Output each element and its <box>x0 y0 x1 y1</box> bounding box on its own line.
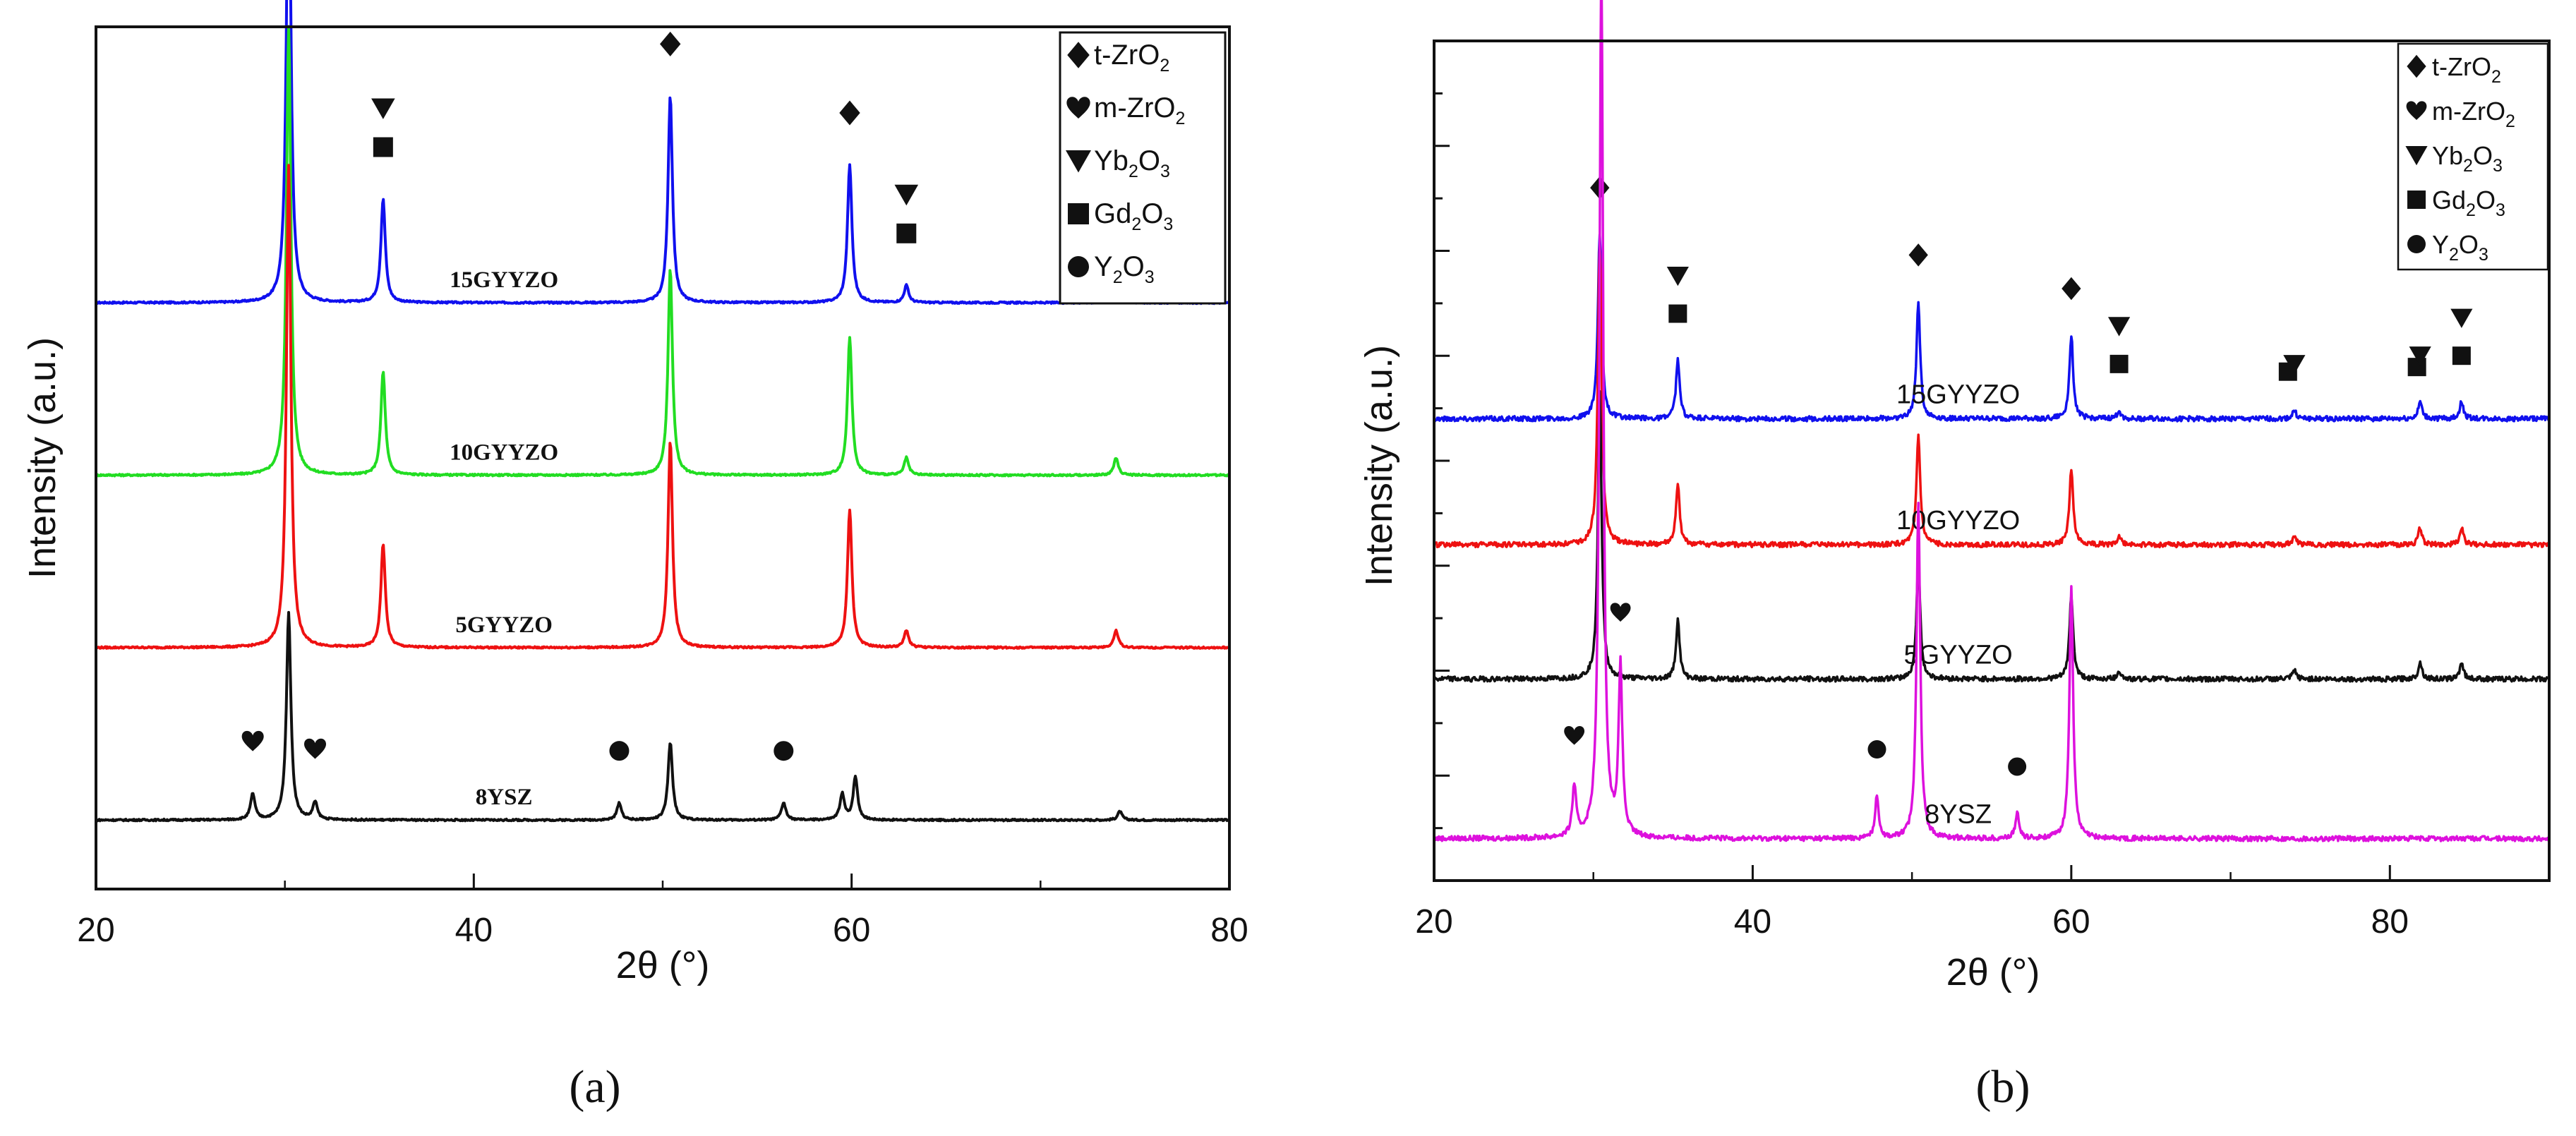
panel-b-label: (b) <box>1976 1061 2030 1113</box>
panel-a-x-tick-label: 60 <box>833 912 870 949</box>
panel-a-series-label-8YSZ: 8YSZ <box>476 785 533 810</box>
panel-a-circle-marker <box>774 741 794 761</box>
panel-b-circle-marker <box>1867 740 1886 759</box>
panel-b-diamond-marker <box>2062 277 2081 301</box>
panel-b-series-15GYYZO-line <box>1433 233 2551 423</box>
panel-b-series-5GYYZO-line <box>1433 389 2550 683</box>
panel-a-legend-entry: Yb2O3 <box>1094 145 1170 181</box>
panel-b-x-axis-title: 2θ (°) <box>1946 951 2040 993</box>
panel-b: 15GYYZO 10GYYZO 5GYYZO 8YSZ 20 40 60 80 Intens… <box>1358 0 2551 1113</box>
panel-b-x-tick-label: 60 <box>2052 903 2090 941</box>
panel-b-series-label-8YSZ: 8YSZ <box>1925 800 1992 830</box>
panel-a-diamond-marker <box>839 100 860 126</box>
panel-b-x-tick-label: 80 <box>2371 903 2409 941</box>
panel-b-legend-entry: Yb2O3 <box>2432 141 2503 176</box>
panel-b-legend-entry: Gd2O3 <box>2432 186 2505 220</box>
panel-a-legend-entry: m-ZrO2 <box>1094 92 1185 128</box>
panel-b-legend-triangle-down-icon <box>2405 146 2428 166</box>
panel-a-legend-diamond-icon <box>1067 42 1090 68</box>
panel-b-heart-marker <box>1564 725 1585 745</box>
panel-a-legend-heart-icon <box>1066 97 1090 119</box>
panel-a-series-10GYYZO-line <box>95 25 1231 478</box>
panel-a-series-8YSZ-line <box>95 610 1231 823</box>
panel-b-heart-marker <box>1610 603 1631 622</box>
panel-a-x-tick-label: 20 <box>77 912 114 949</box>
panel-b-triangle-down-marker <box>2283 355 2306 375</box>
panel-b-legend-entry: Y2O3 <box>2432 230 2488 265</box>
panel-a-legend-entry: Gd2O3 <box>1094 198 1173 234</box>
panel-a-legend-box <box>1059 31 1227 305</box>
panel-b-series-10GYYZO-line <box>1433 242 2551 549</box>
panel-a-diamond-marker <box>660 31 681 56</box>
panel-a: 15GYYZO 10GYYZO 5GYYZO 8YSZ 20 40 60 80 Intens… <box>21 0 1248 1113</box>
panel-b-legend-heart-icon <box>2406 101 2427 120</box>
panel-a-x-tick-label: 80 <box>1210 912 1248 949</box>
panel-a-legend-circle-icon <box>1068 256 1089 277</box>
panel-b-triangle-down-marker <box>2450 308 2473 328</box>
panel-b-series-8YSZ-line <box>1433 0 2551 842</box>
panel-b-circle-marker <box>2008 757 2027 776</box>
panel-a-series-5GYYZO-line <box>95 164 1230 650</box>
panel-b-x-tick-label: 20 <box>1415 903 1452 941</box>
panel-a-x-ticks: 20 40 60 80 <box>77 874 1248 949</box>
panel-b-legend-diamond-icon <box>2407 54 2426 78</box>
panel-b-legend-entry: t-ZrO2 <box>2432 52 2501 87</box>
panel-a-square-marker <box>373 137 393 157</box>
panel-b-legend-box <box>2397 42 2549 271</box>
panel-a-legend-triangle-down-icon <box>1066 150 1091 173</box>
panel-b-y-axis-title: Intensity (a.u.) <box>1358 345 1400 586</box>
panel-a-x-axis-title: 2θ (°) <box>616 944 710 986</box>
panel-b-series-label-15GYYZO: 15GYYZO <box>1896 380 2020 410</box>
panel-b-x-tick-label: 40 <box>1734 903 1771 941</box>
panel-a-plot-area: 15GYYZO 10GYYZO 5GYYZO 8YSZ <box>95 0 1231 823</box>
panel-b-triangle-down-marker <box>2409 346 2431 366</box>
panel-b-square-marker <box>2452 346 2471 365</box>
panel-a-series-label-10GYYZO: 10GYYZO <box>450 440 558 465</box>
panel-b-legend-circle-icon <box>2407 235 2426 253</box>
panel-b-series-label-10GYYZO: 10GYYZO <box>1896 506 2020 536</box>
panel-b-series-label-5GYYZO: 5GYYZO <box>1904 640 2013 670</box>
panel-b-square-marker <box>2407 358 2426 377</box>
panel-a-series-label-5GYYZO: 5GYYZO <box>455 612 553 638</box>
panel-a-heart-marker <box>303 738 327 759</box>
panel-b-square-marker <box>1668 304 1687 323</box>
panel-b-legend-entry: m-ZrO2 <box>2432 97 2515 131</box>
panel-b-x-ticks: 20 40 60 80 <box>1415 865 2409 941</box>
panel-b-triangle-down-marker <box>2107 317 2131 337</box>
panel-b-plot-area: 15GYYZO 10GYYZO 5GYYZO 8YSZ <box>1433 0 2551 842</box>
panel-b-triangle-down-marker <box>1666 266 1689 286</box>
panel-a-x-tick-label: 40 <box>455 912 493 949</box>
panel-b-y-minor-ticks <box>1434 92 1450 830</box>
panel-b-square-marker <box>2109 354 2129 373</box>
panel-a-triangle-down-marker <box>371 98 395 119</box>
panel-b-legend: t-ZrO2 m-ZrO2 Yb2O3 Gd2O3 Y2O3 <box>2397 42 2549 271</box>
panel-a-series-label-15GYYZO: 15GYYZO <box>450 267 558 293</box>
panel-b-legend-square-icon <box>2407 191 2426 209</box>
panel-a-circle-marker <box>609 741 630 761</box>
panel-a-legend-square-icon <box>1068 203 1089 224</box>
panel-a-square-marker <box>896 223 917 243</box>
panel-a-y-axis-title: Intensity (a.u.) <box>21 337 64 579</box>
panel-b-diamond-marker <box>1908 243 1928 267</box>
panel-a-legend: t-ZrO2 m-ZrO2 Yb2O3 Gd2O3 Y2O3 <box>1059 31 1227 305</box>
panel-a-legend-entry: Y2O3 <box>1094 251 1155 287</box>
panel-a-heart-marker <box>241 730 264 751</box>
panel-a-series-15GYYZO-line <box>95 0 1231 306</box>
panel-a-legend-entry: t-ZrO2 <box>1094 40 1169 75</box>
panel-a-label: (a) <box>569 1061 620 1113</box>
panel-a-triangle-down-marker <box>894 184 919 206</box>
